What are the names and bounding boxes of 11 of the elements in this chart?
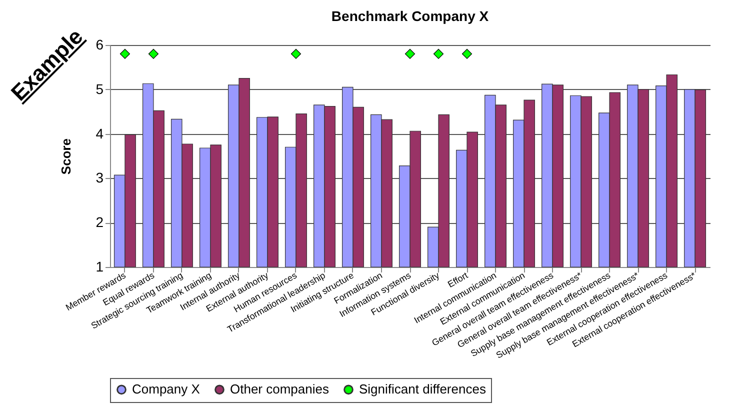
y-tick-label: 2 bbox=[96, 214, 104, 230]
y-tick-label: 4 bbox=[96, 125, 104, 142]
y-tick-label: 6 bbox=[96, 36, 104, 52]
legend-label: Significant differences bbox=[359, 382, 486, 397]
legend-label: Other companies bbox=[230, 382, 330, 397]
y-tick-label: 5 bbox=[96, 80, 104, 97]
y-tick-label: 1 bbox=[96, 258, 104, 274]
legend-label: Company X bbox=[132, 382, 200, 397]
y-tick-label: 3 bbox=[96, 170, 104, 186]
y-axis-title: Score bbox=[58, 138, 74, 175]
chart-title: Benchmark Company X bbox=[331, 8, 490, 24]
